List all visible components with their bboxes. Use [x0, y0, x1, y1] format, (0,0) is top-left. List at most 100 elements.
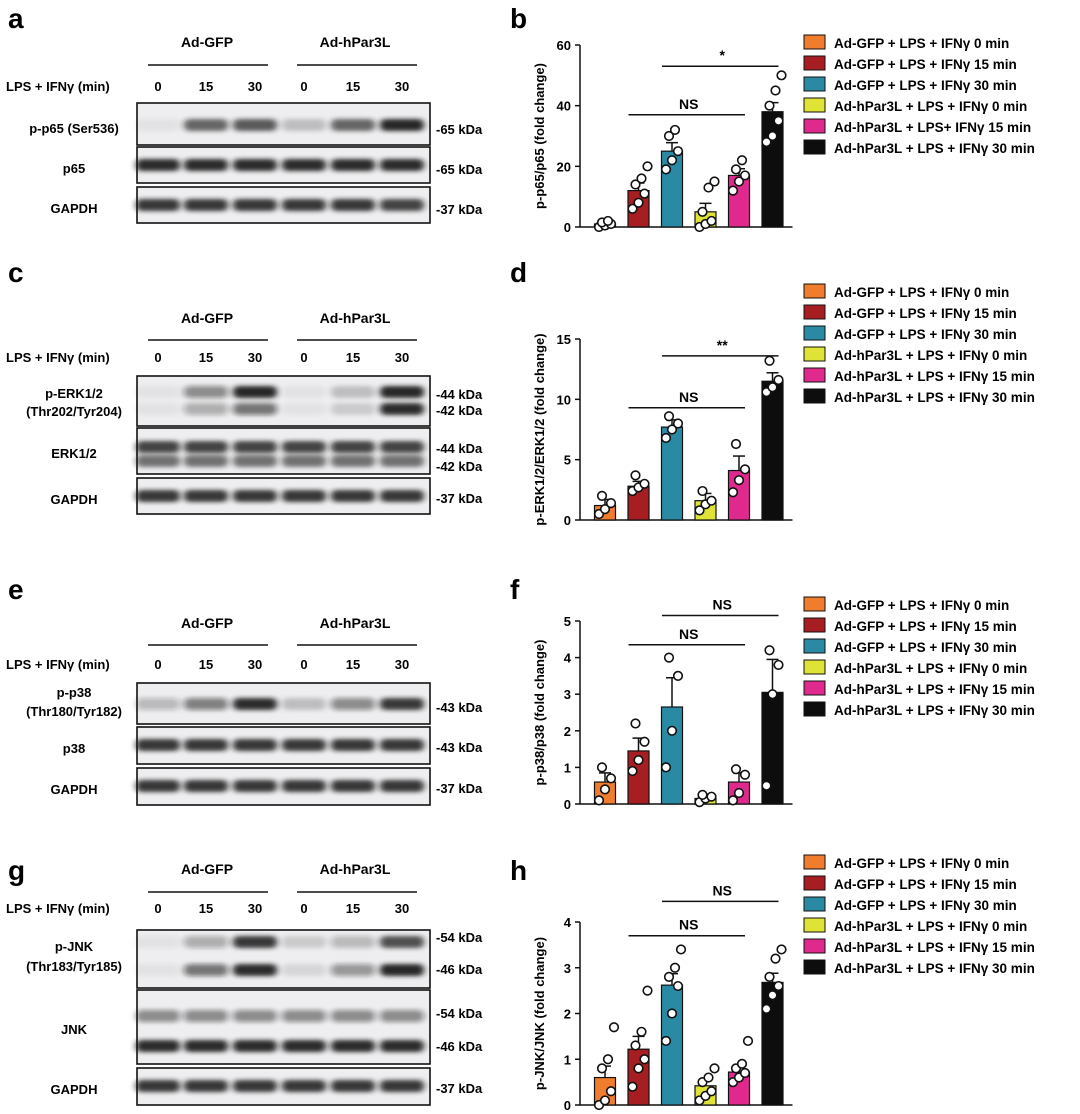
data-point — [639, 188, 650, 199]
band — [331, 936, 375, 948]
band — [184, 386, 228, 398]
band — [331, 441, 375, 453]
band — [233, 1040, 277, 1052]
data-point — [706, 791, 717, 802]
band — [282, 119, 326, 131]
kda-marker: -46 kDa — [436, 962, 483, 977]
band — [136, 1040, 180, 1052]
data-point — [706, 215, 717, 227]
band — [136, 441, 180, 453]
band — [184, 1040, 228, 1052]
band — [282, 1010, 326, 1022]
bar — [660, 706, 684, 805]
panel-letter: a — [8, 3, 24, 34]
data-point — [627, 1081, 638, 1092]
band — [282, 455, 326, 467]
y-axis-label: p-JNK/JNK (fold change) — [532, 937, 547, 1090]
kda-marker: -37 kDa — [436, 202, 483, 217]
data-point — [636, 173, 647, 184]
data-point — [736, 1058, 748, 1069]
band — [380, 739, 424, 751]
legend-label: Ad-GFP + LPS + IFNγ 0 min — [834, 598, 1009, 613]
bar — [761, 111, 784, 228]
data-point — [630, 179, 641, 190]
legend-label: Ad-GFP + LPS + IFNγ 15 min — [834, 877, 1017, 892]
blot-panel-e: e Ad-GFP Ad-hPar3L LPS + IFNγ (min) 0 15 30 0 15… — [6, 574, 483, 806]
band — [282, 159, 326, 171]
group-label: Ad-hPar3L — [320, 310, 391, 326]
band — [136, 490, 180, 502]
data-point — [669, 962, 681, 973]
blot-strip: p-p38 (Thr180/Tyr182) -43 kDa — [26, 682, 483, 725]
data-point — [660, 1035, 672, 1047]
band — [184, 455, 228, 467]
lane-label: 0 — [300, 79, 307, 94]
band — [184, 441, 228, 453]
band — [380, 159, 424, 171]
y-tick-label: 10 — [557, 392, 571, 407]
condition-label: LPS + IFNγ (min) — [6, 657, 110, 672]
legend-label: Ad-hPar3L + LPS + IFNγ 15 min — [834, 682, 1035, 697]
legend-label: Ad-GFP + LPS + IFNγ 30 min — [834, 78, 1017, 93]
y-tick-label: 5 — [564, 614, 571, 629]
data-point — [761, 780, 772, 791]
data-point — [666, 1008, 678, 1019]
data-point — [666, 725, 678, 736]
band — [331, 739, 375, 751]
band — [331, 698, 375, 710]
lane-label: 0 — [300, 901, 307, 916]
data-point — [672, 146, 684, 157]
band — [233, 739, 277, 751]
data-point — [608, 1022, 620, 1033]
legend-label: Ad-hPar3L + LPS + IFNγ 0 min — [834, 661, 1027, 676]
blot-strip: GAPDH -37 kDa — [51, 186, 483, 224]
band — [136, 386, 180, 398]
band — [380, 490, 424, 502]
data-point — [630, 470, 641, 481]
y-tick-label: 1 — [564, 1052, 571, 1067]
panel-letter: e — [8, 574, 24, 605]
band — [282, 936, 326, 948]
band — [233, 698, 277, 710]
band — [136, 936, 180, 948]
blot-label: GAPDH — [51, 201, 98, 216]
lane-label: 0 — [154, 350, 161, 365]
y-tick-label: 0 — [564, 220, 571, 235]
band — [184, 1010, 228, 1022]
y-tick-label: 40 — [557, 99, 571, 114]
kda-marker: -44 kDa — [436, 387, 483, 402]
band — [184, 1080, 228, 1092]
band — [282, 739, 326, 751]
blot-label: GAPDH — [51, 492, 98, 507]
band — [282, 441, 326, 453]
band — [136, 1010, 180, 1022]
legend-swatch — [803, 325, 826, 341]
band — [136, 455, 180, 467]
lane-label: 30 — [248, 901, 262, 916]
panel-letter: f — [510, 574, 520, 605]
blot-strip: ERK1/2 -44 kDa -42 kDa — [51, 427, 483, 475]
kda-marker: -37 kDa — [436, 1081, 483, 1096]
blot-strip: p-p65 (Ser536) -65 kDa — [29, 102, 483, 146]
blot-strip: GAPDH -37 kDa — [51, 477, 483, 515]
legend-swatch — [803, 854, 826, 870]
data-point — [642, 161, 653, 172]
legend-swatch — [803, 367, 826, 383]
condition-label: LPS + IFNγ (min) — [6, 901, 110, 916]
data-point — [770, 85, 781, 96]
legend-label: Ad-GFP + LPS + IFNγ 30 min — [834, 640, 1017, 655]
data-point — [599, 1095, 611, 1106]
y-tick-label: 2 — [564, 724, 571, 739]
band — [331, 490, 375, 502]
legend-label: Ad-hPar3L + LPS + IFNγ 30 min — [834, 390, 1035, 405]
lane-label: 15 — [199, 901, 213, 916]
blot-strip: p-JNK (Thr183/Tyr185) -54 kDa -46 kDa — [26, 929, 483, 989]
data-point — [627, 765, 638, 777]
legend-label: Ad-GFP + LPS + IFNγ 30 min — [834, 327, 1017, 342]
kda-marker: -44 kDa — [436, 441, 483, 456]
band — [282, 490, 326, 502]
lane-label: 0 — [300, 657, 307, 672]
legend-label: Ad-GFP + LPS + IFNγ 0 min — [834, 285, 1009, 300]
legend-label: Ad-GFP + LPS + IFNγ 15 min — [834, 57, 1017, 72]
